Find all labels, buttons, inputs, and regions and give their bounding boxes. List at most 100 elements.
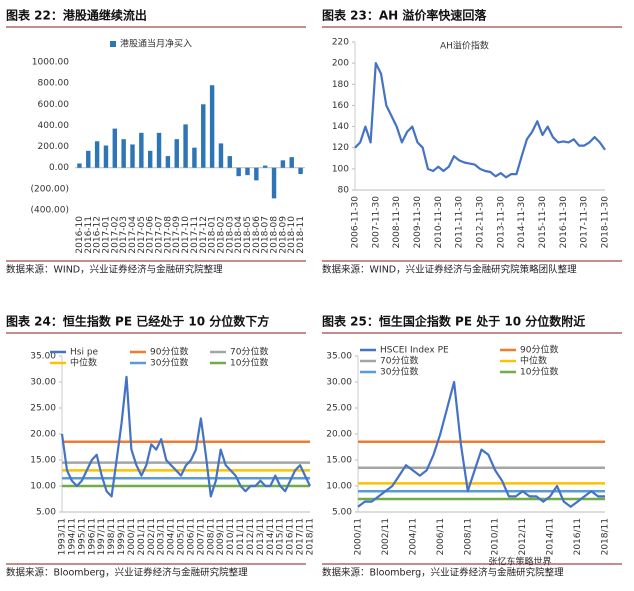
x-tick-label: 2018-04 bbox=[234, 216, 244, 254]
x-tick-label: 2017-05 bbox=[137, 216, 147, 254]
y-tick-label: 140 bbox=[332, 122, 349, 132]
bar bbox=[201, 104, 206, 168]
y-tick-label: 15.00 bbox=[30, 456, 56, 466]
watermark: 张忆东策略世界 bbox=[488, 556, 551, 568]
y-tick-label: 800.00 bbox=[38, 79, 70, 89]
bar bbox=[103, 145, 109, 168]
bar bbox=[192, 147, 197, 168]
x-tick-label: 2003/11 bbox=[157, 518, 167, 555]
bar bbox=[289, 157, 294, 168]
x-tick-label: 1994/11 bbox=[67, 518, 77, 555]
bar bbox=[280, 160, 286, 168]
bar bbox=[227, 156, 233, 168]
chart-title: 图表 24：恒生指数 PE 已经处于 10 分位数下方 bbox=[6, 314, 269, 329]
legend-label: 70分位数 bbox=[380, 355, 418, 367]
y-tick-label: 200 bbox=[332, 59, 349, 69]
legend-label: 中位数 bbox=[520, 355, 547, 367]
bar bbox=[121, 139, 126, 168]
x-tick-label: 2017-03 bbox=[119, 216, 129, 254]
y-tick-label: 120 bbox=[332, 143, 349, 153]
x-tick-label: 2017-09 bbox=[172, 216, 182, 254]
x-tick-label: 2010/11 bbox=[226, 518, 236, 555]
x-tick-label: 2011/11 bbox=[236, 518, 246, 555]
x-tick-label: 1996/11 bbox=[87, 518, 97, 555]
y-tick-label: 160 bbox=[332, 101, 349, 111]
x-tick-label: 2007/11 bbox=[196, 518, 206, 555]
x-tick-label: 2018/11 bbox=[601, 518, 611, 555]
chart-title: 图表 25：恒生国企指数 PE 处于 10 分位数附近 bbox=[322, 314, 585, 329]
legend-label: 10分位数 bbox=[230, 357, 268, 369]
bar bbox=[112, 128, 118, 168]
y-tick-label: 600.00 bbox=[38, 100, 70, 110]
y-tick-label: (200.00) bbox=[30, 184, 69, 194]
x-tick-label: 2016-11 bbox=[84, 216, 94, 254]
x-tick-label: 2004/11 bbox=[167, 518, 177, 555]
series-line bbox=[60, 375, 311, 498]
x-tick-label: 2017-04 bbox=[128, 216, 138, 254]
bar bbox=[86, 150, 91, 168]
x-tick-label: 2017-01 bbox=[101, 216, 111, 254]
legend-label: 港股通当月净买入 bbox=[120, 38, 192, 50]
y-tick-label: 180 bbox=[332, 80, 349, 90]
legend-label: 90分位数 bbox=[520, 344, 558, 356]
x-tick-label: 2018-09 bbox=[278, 216, 288, 254]
x-tick-label: 1997/11 bbox=[97, 518, 107, 555]
x-tick-label: 2016/11 bbox=[573, 518, 583, 555]
x-tick-label: 2013/11 bbox=[256, 518, 266, 555]
y-tick-label: 10.00 bbox=[30, 482, 56, 492]
source: 数据来源：WIND，兴业证券经济与金融研究院策略团队整理 bbox=[322, 264, 577, 276]
legend-label: 70分位数 bbox=[230, 346, 268, 358]
x-tick-label: 2006-11-30 bbox=[351, 196, 361, 249]
x-tick-label: 2005/11 bbox=[177, 518, 187, 555]
x-tick-label: 2017-10 bbox=[181, 216, 191, 254]
x-tick-label: 2012/11 bbox=[246, 518, 256, 555]
x-tick-label: 2018-06 bbox=[252, 216, 262, 254]
y-tick-label: 15.00 bbox=[326, 456, 352, 466]
bar bbox=[262, 165, 268, 168]
x-tick-label: 1993/11 bbox=[58, 518, 68, 555]
x-tick-label: 2018-03 bbox=[225, 216, 235, 254]
chart-title: 图表 22：港股通继续流出 bbox=[6, 8, 147, 23]
y-tick-label: 0.00 bbox=[49, 163, 69, 173]
bar bbox=[147, 150, 153, 168]
y-tick-label: 10.00 bbox=[326, 482, 352, 492]
bar bbox=[183, 124, 188, 168]
y-tick-label: 35.00 bbox=[30, 352, 56, 362]
x-tick-label: 2009-11-30 bbox=[413, 196, 423, 249]
legend-label: 30分位数 bbox=[380, 366, 418, 378]
x-tick-label: 2016-10 bbox=[75, 216, 85, 254]
legend-label: 30分位数 bbox=[150, 357, 188, 369]
x-tick-label: 2014/11 bbox=[546, 518, 556, 555]
x-tick-label: 2002/11 bbox=[381, 518, 391, 555]
series-line bbox=[357, 380, 605, 508]
y-tick-label: 100 bbox=[332, 164, 349, 174]
bar bbox=[254, 167, 259, 181]
x-tick-label: 1999/11 bbox=[117, 518, 127, 555]
x-tick-label: 2017-02 bbox=[110, 216, 120, 254]
y-tick-label: 25.00 bbox=[326, 404, 352, 414]
bar bbox=[130, 144, 135, 168]
x-tick-label: 2008-11-30 bbox=[392, 196, 402, 249]
x-tick-label: 2012-11-30 bbox=[476, 196, 486, 249]
x-tick-label: 2008/11 bbox=[463, 518, 473, 555]
x-tick-label: 2004/11 bbox=[408, 518, 418, 555]
x-tick-label: 2018-05 bbox=[243, 216, 253, 254]
y-tick-label: 80 bbox=[338, 186, 350, 196]
x-tick-label: 2012/11 bbox=[518, 518, 528, 555]
x-tick-label: 2001/11 bbox=[137, 518, 147, 555]
y-tick-label: 20.00 bbox=[326, 430, 352, 440]
x-tick-label: 2018-07 bbox=[261, 216, 271, 254]
x-tick-label: 2018-11-30 bbox=[601, 196, 611, 249]
x-tick-label: 2017-11-30 bbox=[580, 196, 590, 249]
x-tick-label: 2017-12 bbox=[199, 216, 209, 254]
x-tick-label: 2009/11 bbox=[216, 518, 226, 555]
legend-label: 10分位数 bbox=[520, 366, 558, 378]
x-tick-label: 2017-08 bbox=[163, 216, 173, 254]
y-tick-label: 1000.00 bbox=[32, 58, 69, 68]
x-tick-label: 2016-12 bbox=[93, 216, 103, 254]
x-tick-label: 2018-08 bbox=[270, 216, 280, 254]
y-tick-label: 5.00 bbox=[36, 508, 56, 518]
x-tick-label: 2017/11 bbox=[296, 518, 306, 555]
x-tick-label: 2011-11-30 bbox=[455, 196, 465, 249]
